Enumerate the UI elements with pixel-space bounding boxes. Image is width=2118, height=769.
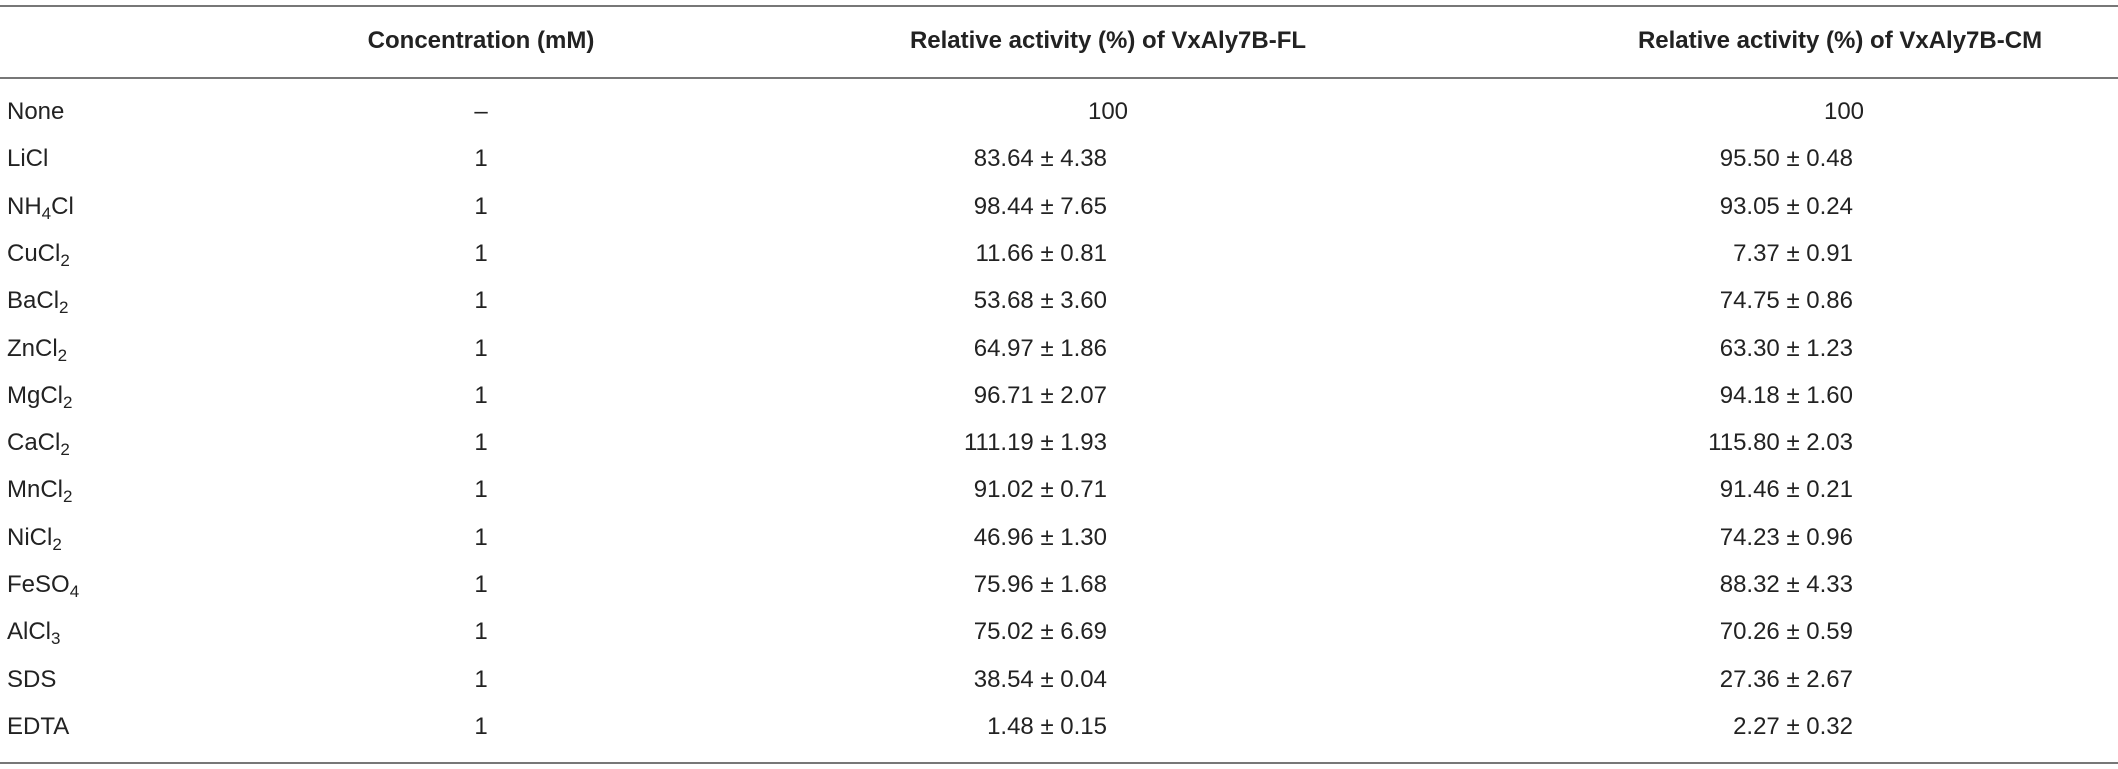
activity-value: 91.02 ± 0.71	[973, 476, 1107, 504]
subscript: 4	[69, 582, 80, 601]
row-label: CaCl2	[7, 428, 70, 458]
label-text: FeSO	[7, 571, 70, 598]
activity-value: 74.75 ± 0.86	[1719, 287, 1853, 315]
concentration: 1	[474, 429, 488, 457]
row-label: MgCl2	[7, 381, 72, 411]
row-label: FeSO4	[7, 570, 79, 600]
activity-value: 53.68 ± 3.60	[973, 287, 1107, 315]
column-header: Concentration (mM)	[367, 27, 595, 54]
label-text: AlCl	[7, 618, 52, 646]
activity-value: 75.96 ± 1.68	[973, 571, 1107, 598]
activity-value: 115.80 ± 2.03	[1708, 429, 1853, 457]
label-text: CuCl	[7, 239, 61, 267]
subscript: 2	[52, 534, 62, 554]
concentration: –	[474, 98, 488, 125]
activity-value: 83.64 ± 4.38	[973, 145, 1107, 173]
label-text: ZnCl	[7, 334, 58, 362]
activity-value: 64.97 ± 1.86	[973, 334, 1107, 362]
activity-value: 46.96 ± 1.30	[973, 523, 1107, 551]
subscript: 2	[63, 487, 73, 507]
activity-value: 70.26 ± 0.59	[1719, 618, 1853, 646]
subscript: 3	[51, 629, 61, 649]
concentration: 1	[474, 239, 488, 267]
row-label: MnCl2	[7, 475, 72, 505]
row-label: BaCl2	[7, 286, 69, 316]
subscript: 4	[41, 203, 52, 223]
concentration: 1	[474, 476, 488, 504]
concentration: 1	[474, 334, 488, 362]
activity-value: 74.23 ± 0.96	[1719, 523, 1853, 551]
concentration: 1	[474, 523, 488, 551]
activity-value: 96.71 ± 2.07	[973, 381, 1107, 409]
top-rule	[0, 5, 2118, 7]
activity-value: 94.18 ± 1.60	[1719, 381, 1853, 409]
label-text: BaCl	[7, 287, 60, 315]
activity-value: 63.30 ± 1.23	[1719, 334, 1853, 362]
label-text: MgCl	[7, 381, 64, 409]
activity-value: 11.66 ± 0.81	[975, 239, 1108, 267]
concentration: 1	[474, 618, 488, 646]
row-label: ZnCl2	[7, 334, 67, 364]
subscript: 2	[60, 250, 70, 270]
header-rule	[0, 77, 2118, 79]
concentration: 1	[474, 381, 488, 409]
label-text: NiCl	[7, 523, 53, 551]
activity-value: 2.27 ± 0.32	[1733, 712, 1853, 740]
activity-value: 75.02 ± 6.69	[973, 618, 1107, 646]
activity-value: 7.37 ± 0.91	[1733, 239, 1853, 267]
label-text: MnCl	[7, 476, 64, 504]
activity-value: 1.48 ± 0.15	[987, 712, 1107, 740]
subscript: 2	[59, 298, 69, 318]
column-header: Relative activity (%) of VxAly7B-CM	[1637, 27, 2043, 54]
label-text: EDTA	[7, 712, 70, 740]
row-label: NiCl2	[7, 523, 62, 553]
activity-value: 27.36 ± 2.67	[1719, 665, 1853, 693]
row-label: AlCl3	[7, 617, 60, 647]
subscript: 2	[63, 392, 73, 412]
row-label: SDS	[7, 665, 56, 695]
activity-value: 91.46 ± 0.21	[1719, 476, 1853, 504]
label-text: CaCl	[7, 429, 61, 457]
row-label: LiCl	[7, 144, 48, 174]
activity-value: 111.19 ± 1.93	[963, 429, 1107, 457]
activity-value: 100	[1087, 98, 1129, 125]
activity-value: 98.44 ± 7.65	[973, 192, 1107, 220]
row-label: None	[7, 97, 64, 127]
concentration: 1	[474, 571, 488, 598]
subscript: 2	[57, 345, 68, 365]
concentration: 1	[474, 287, 488, 315]
subscript: 2	[60, 440, 70, 460]
activity-value: 95.50 ± 0.48	[1719, 145, 1853, 173]
label-text: Cl	[51, 192, 74, 220]
concentration: 1	[474, 192, 488, 220]
bottom-rule	[0, 762, 2118, 764]
column-header: Relative activity (%) of VxAly7B-FL	[909, 27, 1307, 54]
concentration: 1	[474, 665, 488, 693]
concentration: 1	[474, 145, 488, 173]
label-text: None	[7, 98, 65, 125]
row-label: CuCl2	[7, 239, 70, 269]
activity-value: 38.54 ± 0.04	[973, 665, 1107, 693]
activity-value: 93.05 ± 0.24	[1719, 192, 1853, 220]
concentration: 1	[474, 712, 488, 740]
label-text: NH	[7, 192, 42, 220]
row-label: NH4Cl	[7, 192, 74, 222]
label-text: SDS	[7, 665, 57, 693]
activity-value: 88.32 ± 4.33	[1719, 571, 1853, 598]
row-label: EDTA	[7, 712, 69, 742]
activity-value: 100	[1823, 98, 1865, 125]
label-text: LiCl	[7, 145, 49, 173]
